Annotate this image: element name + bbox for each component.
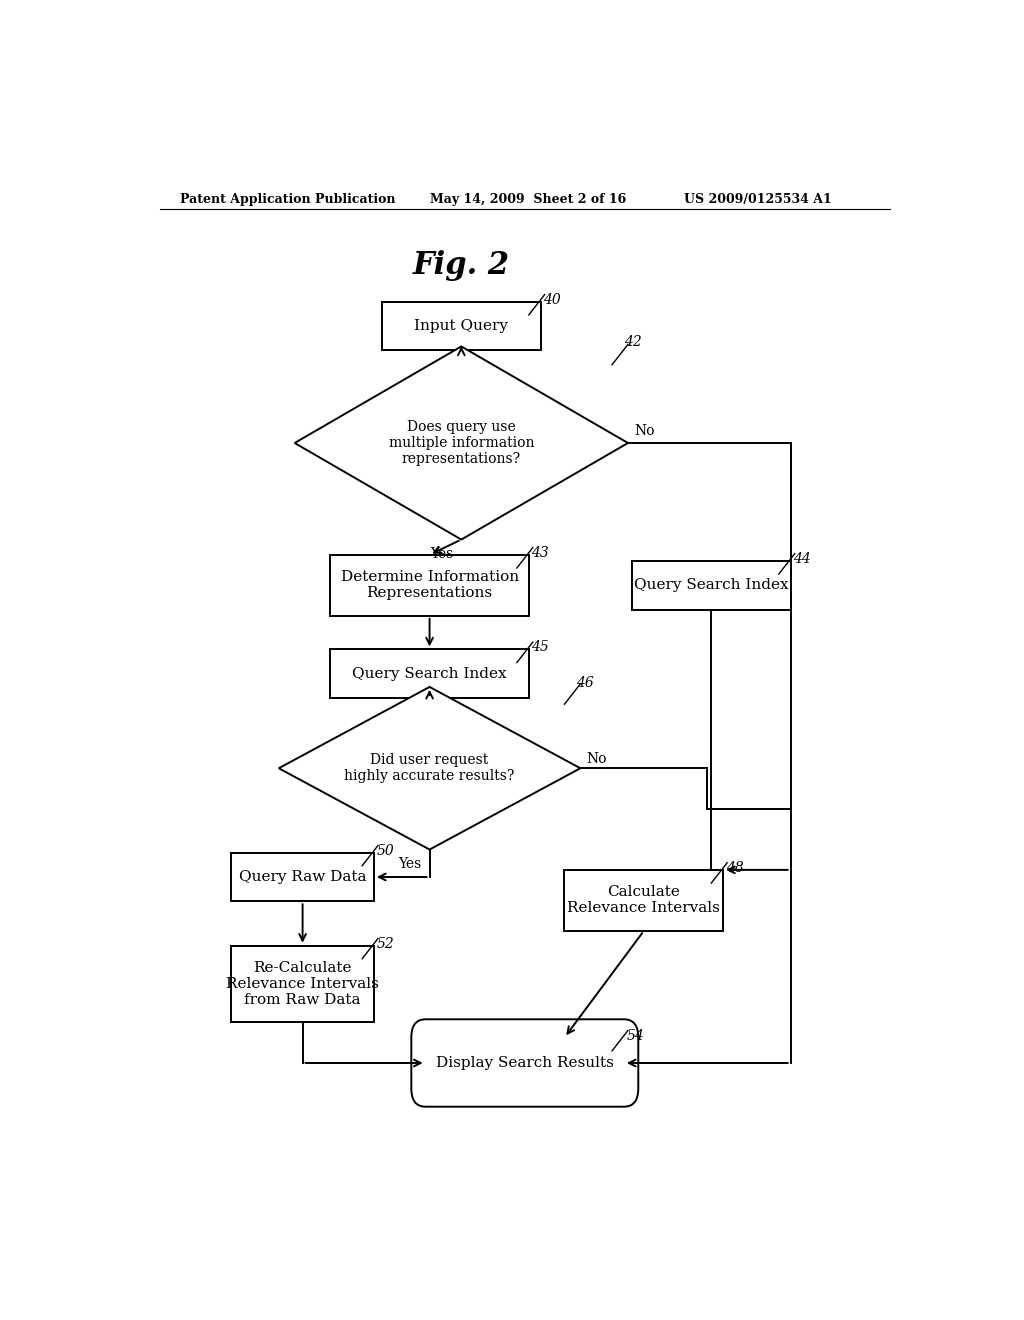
Text: 40: 40: [543, 293, 561, 306]
Polygon shape: [279, 686, 581, 850]
Text: 45: 45: [531, 640, 549, 655]
FancyBboxPatch shape: [382, 302, 541, 351]
Text: 52: 52: [377, 937, 394, 950]
Text: Query Raw Data: Query Raw Data: [239, 870, 367, 884]
Text: Display Search Results: Display Search Results: [436, 1056, 613, 1071]
FancyBboxPatch shape: [412, 1019, 638, 1106]
Text: 42: 42: [624, 335, 642, 350]
Text: 50: 50: [377, 843, 394, 858]
Text: Re-Calculate
Relevance Intervals
from Raw Data: Re-Calculate Relevance Intervals from Ra…: [226, 961, 379, 1007]
Text: Determine Information
Representations: Determine Information Representations: [341, 570, 518, 601]
Text: May 14, 2009  Sheet 2 of 16: May 14, 2009 Sheet 2 of 16: [430, 193, 626, 206]
FancyBboxPatch shape: [632, 561, 791, 610]
Text: Query Search Index: Query Search Index: [634, 578, 788, 593]
Text: Calculate
Relevance Intervals: Calculate Relevance Intervals: [567, 886, 720, 916]
Text: Yes: Yes: [430, 546, 453, 561]
Text: Patent Application Publication: Patent Application Publication: [179, 193, 395, 206]
Text: No: No: [634, 424, 654, 438]
Text: Query Search Index: Query Search Index: [352, 667, 507, 681]
Text: 48: 48: [726, 861, 743, 875]
FancyBboxPatch shape: [331, 649, 528, 698]
Text: 44: 44: [793, 552, 811, 566]
Text: Does query use
multiple information
representations?: Does query use multiple information repr…: [388, 420, 535, 466]
Text: 46: 46: [577, 676, 594, 690]
FancyBboxPatch shape: [331, 554, 528, 616]
Text: Yes: Yes: [398, 857, 421, 871]
Polygon shape: [295, 346, 628, 540]
Text: US 2009/0125534 A1: US 2009/0125534 A1: [684, 193, 831, 206]
FancyBboxPatch shape: [564, 870, 723, 931]
FancyBboxPatch shape: [231, 853, 374, 902]
Text: 43: 43: [531, 546, 549, 560]
Text: Fig. 2: Fig. 2: [413, 249, 510, 281]
Text: Input Query: Input Query: [415, 319, 508, 333]
Text: Did user request
highly accurate results?: Did user request highly accurate results…: [344, 754, 515, 783]
FancyBboxPatch shape: [231, 945, 374, 1022]
Text: No: No: [587, 752, 607, 766]
Text: 54: 54: [627, 1028, 644, 1043]
